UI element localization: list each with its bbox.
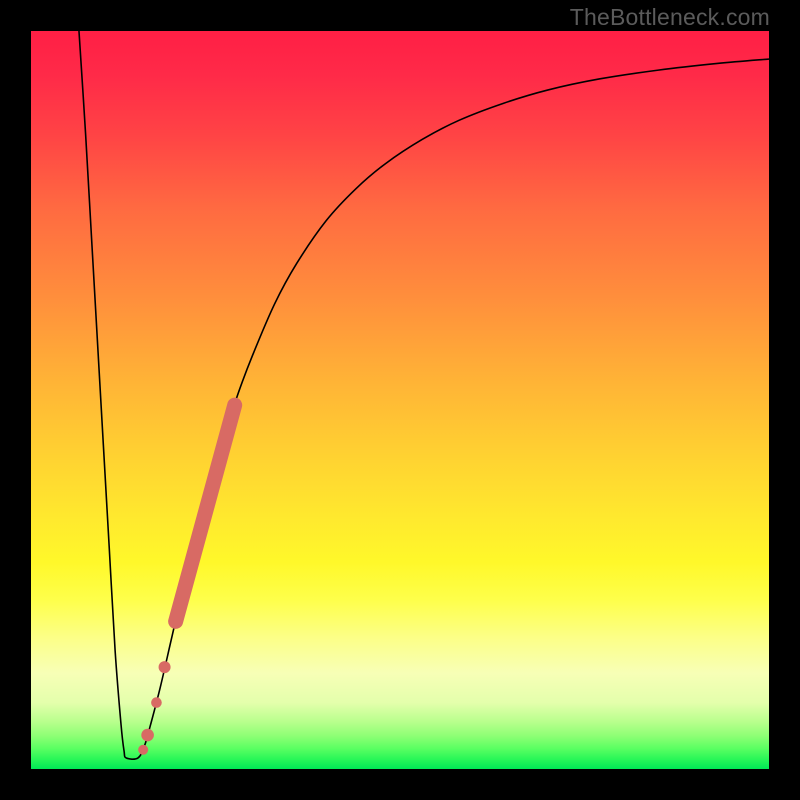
frame-right: [769, 0, 800, 800]
marker-dot: [159, 661, 171, 673]
marker-dot: [141, 729, 154, 742]
chart-svg: [31, 31, 769, 769]
watermark-text: TheBottleneck.com: [570, 4, 770, 31]
chart-background: [31, 31, 769, 769]
frame-left: [0, 0, 31, 800]
frame-bottom: [0, 769, 800, 800]
chart-plot: [31, 31, 769, 769]
marker-dot: [151, 697, 162, 708]
marker-dot: [138, 745, 148, 755]
